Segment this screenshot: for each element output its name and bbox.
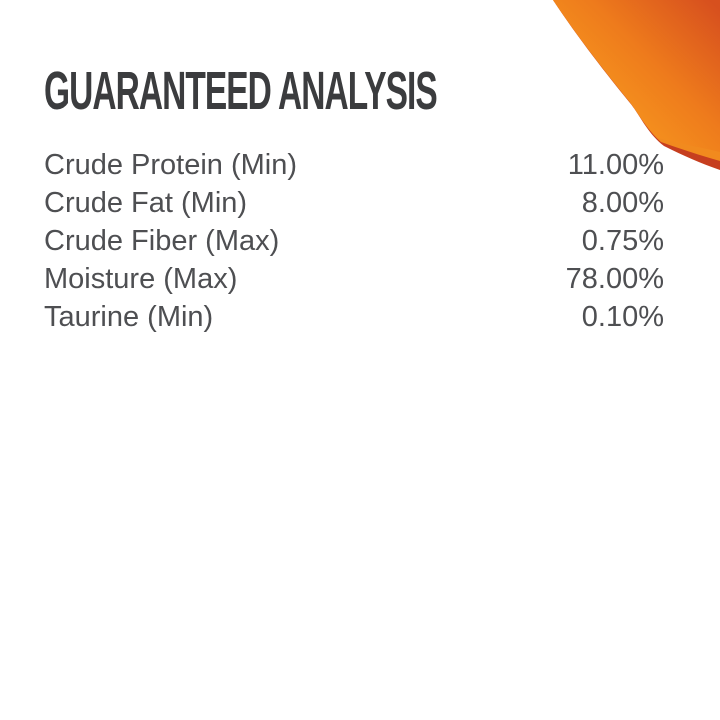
page-title: GUARANTEED ANALYSIS [44,61,438,121]
nutrient-label: Crude Fat (Min) [44,187,248,219]
nutrient-value: 8.00% [581,187,664,219]
table-row: Crude Protein (Min) 11.00% [44,146,664,184]
nutrient-label: Taurine (Min) [44,301,214,333]
nutrient-label: Crude Protein (Min) [44,149,298,181]
nutrient-label: Crude Fiber (Max) [44,225,280,257]
table-row: Crude Fiber (Max) 0.75% [44,222,664,260]
swoosh-body-shape [553,0,720,152]
analysis-table: Crude Protein (Min) 11.00% Crude Fat (Mi… [44,146,664,336]
table-row: Taurine (Min) 0.10% [44,298,664,336]
table-row: Moisture (Max) 78.00% [44,260,664,298]
nutrient-value: 78.00% [565,263,664,295]
swoosh-band-shape [553,0,720,161]
swoosh-rim-shape [553,0,720,170]
nutrient-value: 0.75% [581,225,664,257]
nutrient-label: Moisture (Max) [44,263,238,295]
nutrient-value: 0.10% [581,301,664,333]
nutrient-value: 11.00% [567,149,664,181]
table-row: Crude Fat (Min) 8.00% [44,184,664,222]
